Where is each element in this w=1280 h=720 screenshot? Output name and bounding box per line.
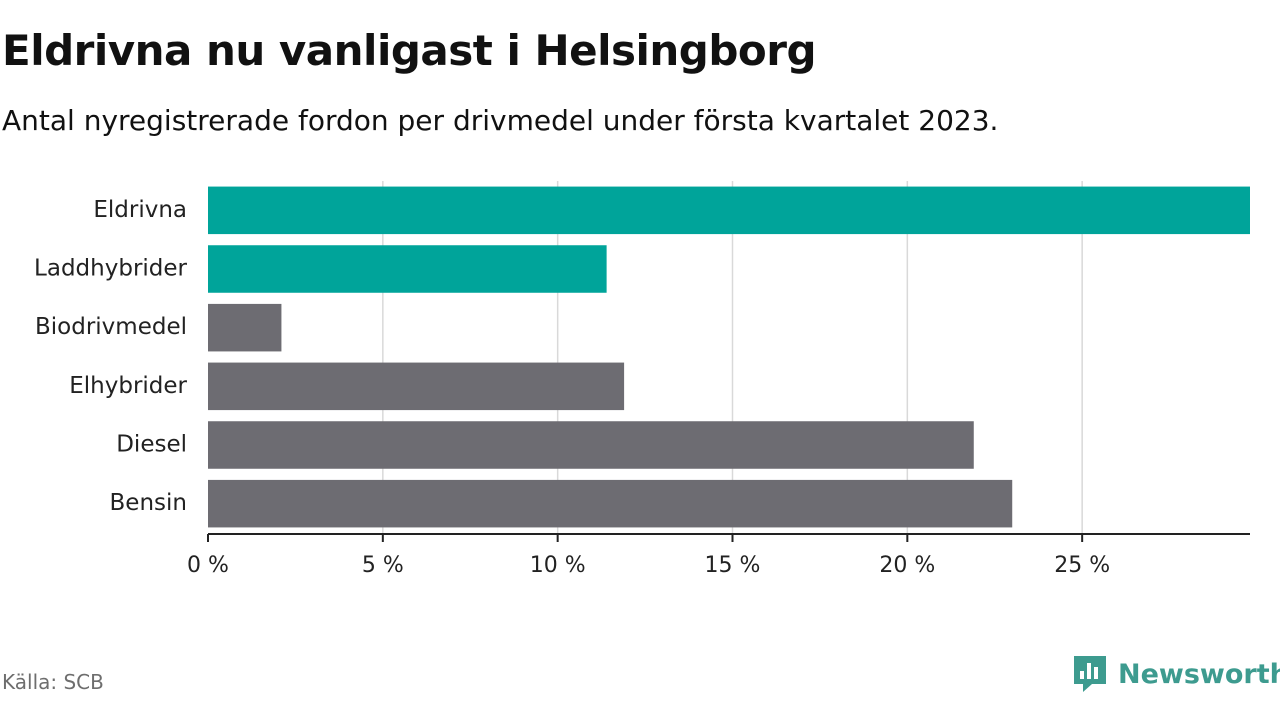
x-tick-label: 25 % [1054, 553, 1110, 578]
x-tick-label: 0 % [187, 553, 229, 578]
category-label: Eldrivna [93, 197, 187, 223]
brand-logo: Newsworthy [1072, 654, 1280, 694]
gridlines [382, 181, 1083, 533]
bar-elhybrider [208, 362, 625, 411]
chart-title: Eldrivna nu vanligast i Helsingborg [2, 26, 817, 75]
chart-subtitle: Antal nyregistrerade fordon per drivmede… [2, 104, 999, 137]
brand-name: Newsworthy [1118, 658, 1280, 690]
category-label: Diesel [116, 432, 187, 458]
bar-eldrivna [208, 186, 1250, 235]
category-label: Elhybrider [69, 373, 187, 399]
category-labels: Eldrivna Laddhybrider Biodrivmedel Elhybrid… [34, 197, 187, 516]
x-tick-label: 15 % [705, 553, 761, 578]
x-tick-label: 10 % [530, 553, 586, 578]
category-label: Biodrivmedel [35, 314, 187, 340]
x-tick-label: 20 % [879, 553, 935, 578]
bar-diesel [208, 421, 974, 469]
bar-biodrivmedel [208, 303, 282, 352]
category-label: Bensin [110, 490, 187, 516]
source-note: Källa: SCB [2, 670, 104, 694]
x-axis: 0 % 5 % 10 % 15 % 20 % 25 % [187, 533, 1250, 578]
newsworthy-logo-icon [1074, 656, 1106, 692]
bars [208, 186, 1250, 528]
bar-bensin [208, 479, 1013, 528]
category-label: Laddhybrider [34, 256, 187, 282]
x-tick-label: 5 % [362, 553, 404, 578]
bar-laddhybrider [208, 245, 607, 293]
